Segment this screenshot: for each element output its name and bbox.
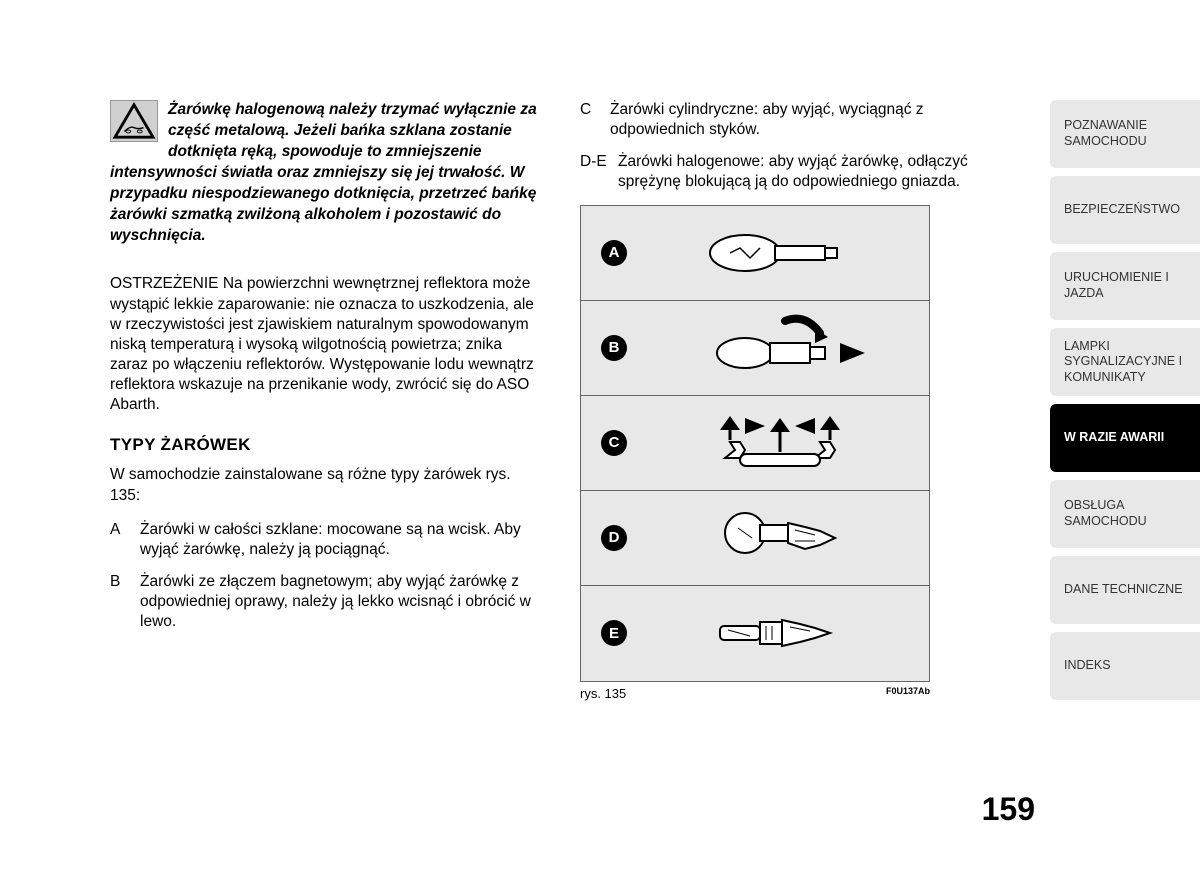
content-area: Żarówkę halogenową należy trzymać wyłącz… <box>0 0 1050 878</box>
tab-awaria[interactable]: W RAZIE AWARII <box>1050 404 1200 472</box>
warning-text: Żarówkę halogenową należy trzymać wyłącz… <box>110 100 540 246</box>
tab-obsluga[interactable]: OBSŁUGA SAMOCHODU <box>1050 480 1200 548</box>
list-item: C Żarówki cylindryczne: aby wyjąć, wycią… <box>580 100 1010 140</box>
section-tabs: POZNAWANIE SAMOCHODU BEZPIECZEŃSTWO URUC… <box>1050 0 1200 878</box>
bulb-glass-icon <box>651 218 929 288</box>
page-root: Żarówkę halogenową należy trzymać wyłącz… <box>0 0 1200 878</box>
warning-triangle-icon <box>110 100 158 142</box>
tab-poznawanie[interactable]: POZNAWANIE SAMOCHODU <box>1050 100 1200 168</box>
tab-lampki[interactable]: LAMPKI SYGNALIZACYJNE I KOMUNIKATY <box>1050 328 1200 396</box>
bulb-types-figure: A B <box>580 205 930 682</box>
list-letter: B <box>110 572 140 632</box>
figure-code: F0U137Ab <box>886 686 930 701</box>
tab-dane[interactable]: DANE TECHNICZNE <box>1050 556 1200 624</box>
left-column: Żarówkę halogenową należy trzymać wyłącz… <box>110 100 540 838</box>
right-column: C Żarówki cylindryczne: aby wyjąć, wycią… <box>580 100 1010 838</box>
bulb-halogen-e-icon <box>651 598 929 668</box>
bulb-bayonet-icon <box>651 313 929 383</box>
page-number: 159 <box>982 791 1035 828</box>
figure-caption: rys. 135 F0U137Ab <box>580 686 930 701</box>
list-letter: A <box>110 520 140 560</box>
list-item: B Żarówki ze złączem bagnetowym; aby wyj… <box>110 572 540 632</box>
bulb-letter-badge: A <box>601 240 627 266</box>
bulb-letter-badge: B <box>601 335 627 361</box>
figure-row: C <box>581 396 929 491</box>
list-body: Żarówki ze złączem bagnetowym; aby wyjąć… <box>140 572 540 632</box>
notice-text: OSTRZEŻENIE Na powierzchni wewnętrznej r… <box>110 274 540 415</box>
figure-row: E <box>581 586 929 681</box>
bulb-letter-badge: D <box>601 525 627 551</box>
list-body: Żarówki halogenowe: aby wyjąć żarówkę, o… <box>618 152 1010 192</box>
tab-bezpieczenstwo[interactable]: BEZPIECZEŃSTWO <box>1050 176 1200 244</box>
figure-row: A <box>581 206 929 301</box>
tab-indeks[interactable]: INDEKS <box>1050 632 1200 700</box>
figure-row: B <box>581 301 929 396</box>
list-body: Żarówki w całości szklane: mocowane są n… <box>140 520 540 560</box>
figure-row: D <box>581 491 929 586</box>
bulb-letter-badge: E <box>601 620 627 646</box>
bulb-letter-badge: C <box>601 430 627 456</box>
section-title: TYPY ŻARÓWEK <box>110 435 540 455</box>
list-body: Żarówki cylindryczne: aby wyjąć, wyciągn… <box>610 100 1010 140</box>
intro-text: W samochodzie zainstalowane są różne typ… <box>110 465 540 505</box>
list-item: A Żarówki w całości szklane: mocowane są… <box>110 520 540 560</box>
tab-uruchomienie[interactable]: URUCHOMIENIE I JAZDA <box>1050 252 1200 320</box>
figure-label: rys. 135 <box>580 686 626 701</box>
bulb-cylindrical-icon <box>651 408 929 478</box>
list-item: D-E Żarówki halogenowe: aby wyjąć żarówk… <box>580 152 1010 192</box>
list-letter: D-E <box>580 152 618 192</box>
list-letter: C <box>580 100 610 140</box>
bulb-halogen-d-icon <box>651 503 929 573</box>
warning-box: Żarówkę halogenową należy trzymać wyłącz… <box>110 100 540 246</box>
